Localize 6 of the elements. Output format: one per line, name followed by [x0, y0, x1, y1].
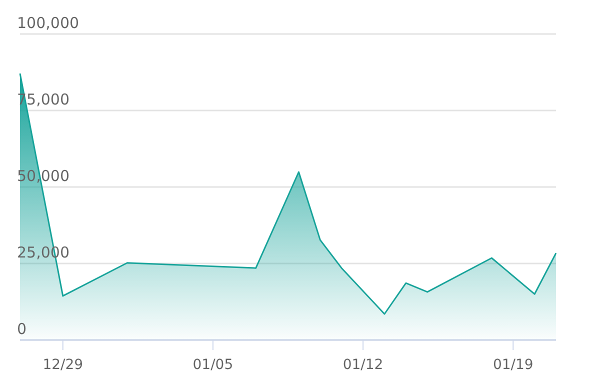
x-tick-label: 01/12 — [342, 357, 384, 373]
y-tick-label: 0 — [17, 320, 27, 338]
x-tick-label: 01/05 — [192, 357, 234, 373]
x-tick-label: 01/19 — [492, 357, 534, 373]
x-tick-label: 12/29 — [42, 357, 84, 373]
y-tick-label: 100,000 — [17, 14, 80, 32]
